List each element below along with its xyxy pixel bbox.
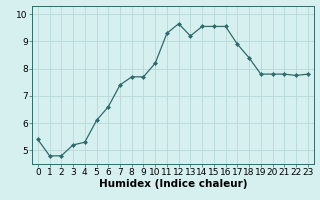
X-axis label: Humidex (Indice chaleur): Humidex (Indice chaleur) [99,179,247,189]
